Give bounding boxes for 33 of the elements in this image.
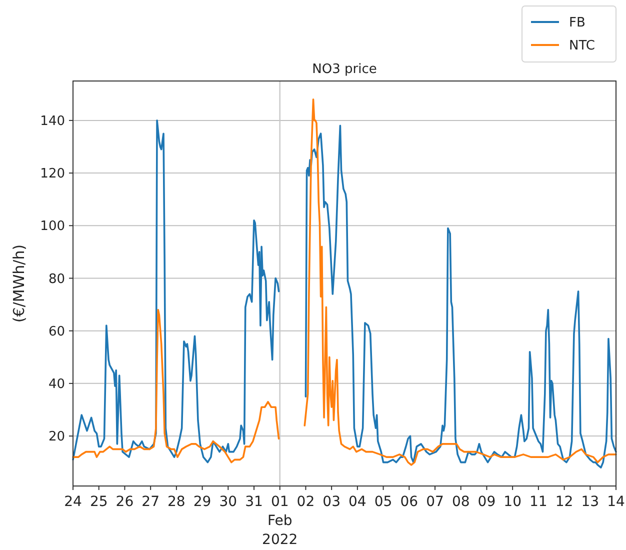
- chart-title: NO3 price: [312, 62, 377, 77]
- y-axis-title: (€/MWh/h): [10, 244, 28, 323]
- x-tick-label: 11: [530, 494, 548, 510]
- x-tick-label: 09: [478, 494, 496, 510]
- x-tick-label: 28: [168, 494, 186, 510]
- y-tick-label: 80: [48, 272, 65, 287]
- x-tick-label: 03: [322, 494, 340, 510]
- x-tick-label: 13: [581, 494, 600, 510]
- x-tick-label: 02: [296, 494, 315, 510]
- x-tick-label: 12: [555, 494, 574, 510]
- y-tick-label: 100: [40, 219, 65, 234]
- x-tick-label: 29: [193, 494, 212, 510]
- y-tick-label: 40: [48, 376, 65, 392]
- x-tick-label: 06: [400, 494, 418, 510]
- x-tick-label: 27: [142, 494, 160, 510]
- x-tick-label: 10: [504, 494, 522, 510]
- x-tick-label: 24: [64, 494, 82, 510]
- x-tick-label: 31: [245, 494, 263, 510]
- legend-label: NTC: [569, 38, 595, 54]
- x-tick-label: 01 Feb 2022: [262, 494, 298, 548]
- x-tick-label: 08: [452, 494, 470, 510]
- x-tick-label: 05: [374, 494, 392, 510]
- y-tick-label: 20: [48, 430, 65, 445]
- x-tick-label: 25: [90, 494, 108, 510]
- legend-label: FB: [569, 16, 586, 31]
- x-tick-label: 30: [219, 494, 238, 510]
- x-tick-label: 26: [116, 494, 134, 510]
- x-tick-label: 04: [348, 494, 366, 510]
- x-tick-label: 14: [607, 494, 625, 510]
- y-tick-label: 120: [40, 166, 65, 182]
- x-tick-label: 07: [426, 494, 444, 510]
- y-tick-label: 60: [48, 324, 65, 340]
- y-tick-label: 140: [40, 114, 65, 129]
